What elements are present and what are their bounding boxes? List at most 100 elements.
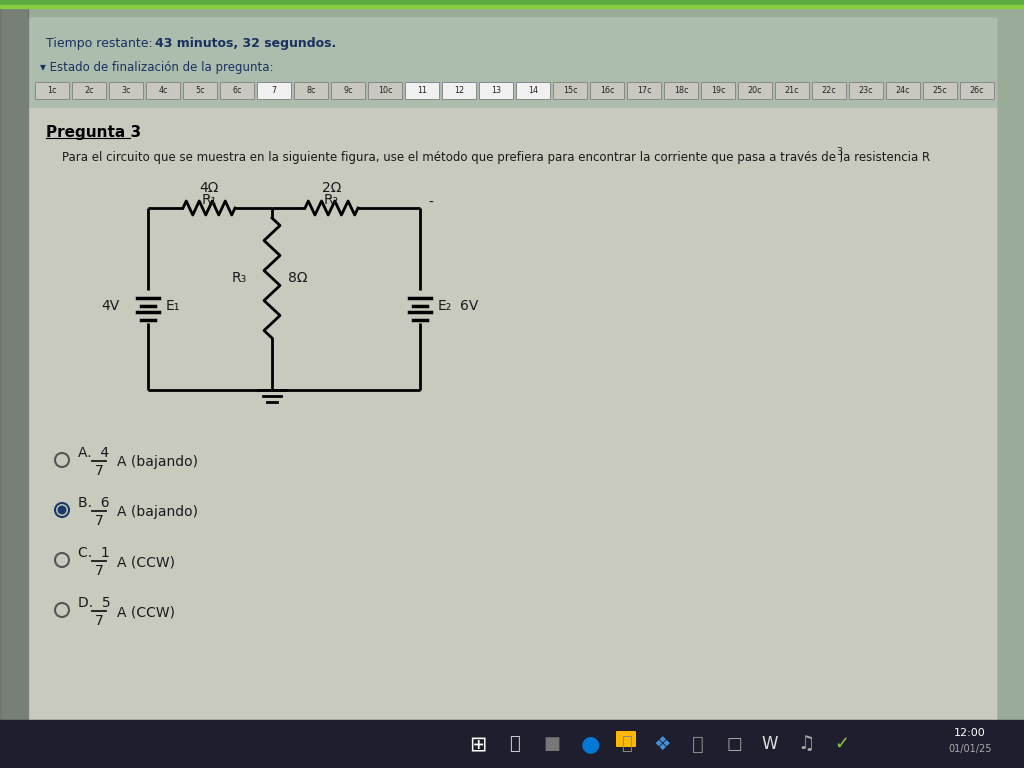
- FancyBboxPatch shape: [616, 731, 636, 747]
- Text: 43 minutos, 32 segundos.: 43 minutos, 32 segundos.: [155, 38, 336, 51]
- Bar: [28, 18, 996, 108]
- Text: 10c: 10c: [378, 86, 392, 95]
- Text: 21c: 21c: [784, 86, 800, 95]
- Text: 7: 7: [271, 86, 276, 95]
- Text: R₃: R₃: [231, 271, 247, 285]
- FancyBboxPatch shape: [146, 82, 180, 99]
- Text: □: □: [726, 735, 741, 753]
- Text: 7: 7: [94, 564, 103, 578]
- Text: Tiempo restante:: Tiempo restante:: [46, 38, 157, 51]
- Text: ♫: ♫: [798, 734, 815, 753]
- Text: ●: ●: [581, 734, 600, 754]
- FancyBboxPatch shape: [331, 82, 365, 99]
- Text: 2Ω: 2Ω: [322, 181, 341, 195]
- Text: -: -: [428, 196, 433, 210]
- Text: 9c: 9c: [343, 86, 353, 95]
- Text: 18c: 18c: [674, 86, 688, 95]
- Text: 25c: 25c: [933, 86, 947, 95]
- Bar: [0, 720, 1024, 768]
- Text: 8Ω: 8Ω: [288, 271, 307, 285]
- FancyBboxPatch shape: [294, 82, 328, 99]
- Text: 5c: 5c: [196, 86, 205, 95]
- Text: 23c: 23c: [859, 86, 873, 95]
- FancyBboxPatch shape: [72, 82, 106, 99]
- FancyBboxPatch shape: [368, 82, 402, 99]
- Bar: [0, 5, 1024, 8]
- Text: ⦾: ⦾: [692, 734, 703, 753]
- FancyBboxPatch shape: [849, 82, 883, 99]
- FancyBboxPatch shape: [701, 82, 735, 99]
- Text: Para el circuito que se muestra en la siguiente figura, use el método que prefie: Para el circuito que se muestra en la si…: [62, 151, 930, 164]
- FancyBboxPatch shape: [35, 82, 69, 99]
- Text: C.  1: C. 1: [78, 546, 110, 560]
- Text: 2c: 2c: [84, 86, 94, 95]
- Text: A (CCW): A (CCW): [117, 605, 175, 619]
- Text: 17c: 17c: [637, 86, 651, 95]
- Text: 01/01/25: 01/01/25: [948, 744, 992, 754]
- Bar: [0, 0, 1024, 5]
- Text: 7: 7: [94, 614, 103, 628]
- FancyBboxPatch shape: [553, 82, 587, 99]
- Text: 6c: 6c: [232, 86, 242, 95]
- Text: ✓: ✓: [835, 735, 850, 753]
- Text: R₁: R₁: [202, 193, 217, 207]
- FancyBboxPatch shape: [664, 82, 698, 99]
- Text: 6V: 6V: [460, 299, 478, 313]
- Text: 3: 3: [836, 147, 842, 157]
- Text: A (bajando): A (bajando): [117, 455, 198, 469]
- FancyBboxPatch shape: [109, 82, 143, 99]
- Text: .: .: [839, 151, 843, 164]
- Text: ■: ■: [544, 735, 560, 753]
- Text: ⊞: ⊞: [469, 734, 486, 754]
- Text: A (bajando): A (bajando): [117, 505, 198, 519]
- Text: 4V: 4V: [101, 299, 120, 313]
- Text: Pregunta 3: Pregunta 3: [46, 124, 141, 140]
- Text: 14: 14: [528, 86, 538, 95]
- Text: 🔍: 🔍: [510, 735, 520, 753]
- Text: 24c: 24c: [896, 86, 910, 95]
- Text: 22c: 22c: [821, 86, 837, 95]
- Text: 13: 13: [490, 86, 501, 95]
- Text: 12:00: 12:00: [954, 728, 986, 738]
- FancyBboxPatch shape: [406, 82, 439, 99]
- Text: A.  4: A. 4: [78, 446, 110, 460]
- Text: 11: 11: [417, 86, 427, 95]
- FancyBboxPatch shape: [775, 82, 809, 99]
- Bar: [28, 108, 996, 720]
- Text: 20c: 20c: [748, 86, 762, 95]
- FancyBboxPatch shape: [479, 82, 513, 99]
- FancyBboxPatch shape: [886, 82, 920, 99]
- FancyBboxPatch shape: [442, 82, 476, 99]
- FancyBboxPatch shape: [257, 82, 291, 99]
- Text: 7: 7: [94, 514, 103, 528]
- Text: 📁: 📁: [621, 735, 632, 753]
- FancyBboxPatch shape: [627, 82, 662, 99]
- Text: 4c: 4c: [159, 86, 168, 95]
- FancyBboxPatch shape: [516, 82, 550, 99]
- Text: 12: 12: [454, 86, 464, 95]
- Text: B.  6: B. 6: [78, 496, 110, 510]
- Circle shape: [57, 505, 67, 515]
- Text: 19c: 19c: [711, 86, 725, 95]
- Text: ▾ Estado de finalización de la pregunta:: ▾ Estado de finalización de la pregunta:: [40, 61, 273, 74]
- Text: 1c: 1c: [47, 86, 56, 95]
- Text: D.  5: D. 5: [78, 596, 111, 610]
- Text: R₂: R₂: [324, 193, 339, 207]
- Bar: [0, 0, 28, 768]
- Text: A (CCW): A (CCW): [117, 555, 175, 569]
- FancyBboxPatch shape: [812, 82, 846, 99]
- FancyBboxPatch shape: [183, 82, 217, 99]
- Text: ❖: ❖: [653, 734, 671, 753]
- FancyBboxPatch shape: [961, 82, 994, 99]
- FancyBboxPatch shape: [590, 82, 624, 99]
- FancyBboxPatch shape: [738, 82, 772, 99]
- Text: E₂: E₂: [438, 299, 453, 313]
- FancyBboxPatch shape: [923, 82, 957, 99]
- Text: 15c: 15c: [562, 86, 578, 95]
- Text: 16c: 16c: [600, 86, 614, 95]
- Text: 4Ω: 4Ω: [200, 181, 219, 195]
- Text: 7: 7: [94, 464, 103, 478]
- Text: 8c: 8c: [306, 86, 315, 95]
- Text: 26c: 26c: [970, 86, 984, 95]
- Text: 3c: 3c: [121, 86, 131, 95]
